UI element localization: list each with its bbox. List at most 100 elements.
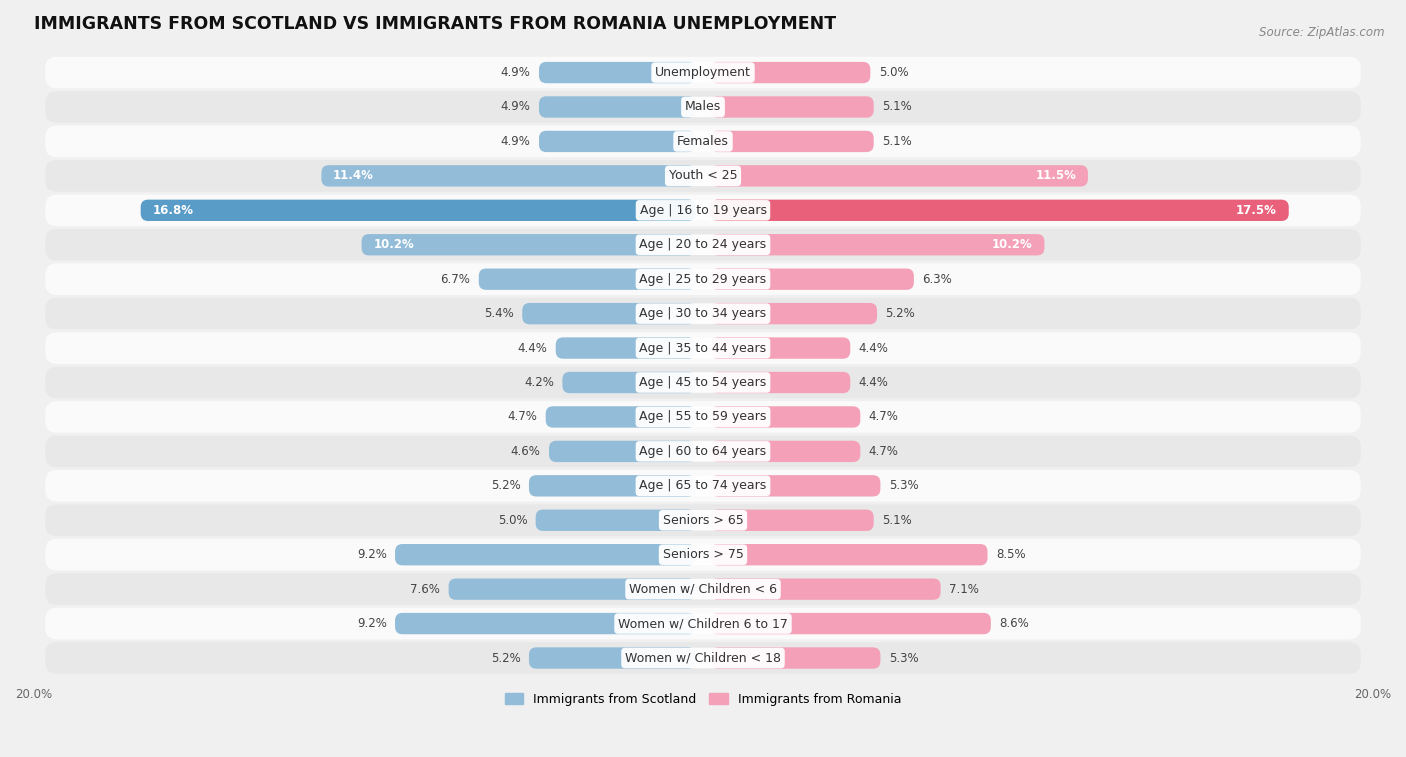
FancyBboxPatch shape (710, 303, 877, 324)
FancyBboxPatch shape (710, 338, 851, 359)
FancyBboxPatch shape (710, 578, 941, 600)
FancyBboxPatch shape (45, 332, 1361, 364)
FancyBboxPatch shape (522, 303, 696, 324)
FancyBboxPatch shape (548, 441, 696, 462)
Text: Women w/ Children < 6: Women w/ Children < 6 (628, 583, 778, 596)
Text: 4.4%: 4.4% (859, 376, 889, 389)
Text: 4.7%: 4.7% (869, 410, 898, 423)
Text: 11.4%: 11.4% (333, 170, 374, 182)
FancyBboxPatch shape (538, 62, 696, 83)
FancyBboxPatch shape (710, 441, 860, 462)
FancyBboxPatch shape (710, 165, 1088, 186)
FancyBboxPatch shape (536, 509, 696, 531)
Text: 7.1%: 7.1% (949, 583, 979, 596)
Text: Source: ZipAtlas.com: Source: ZipAtlas.com (1260, 26, 1385, 39)
Text: 9.2%: 9.2% (357, 617, 387, 630)
Text: Youth < 25: Youth < 25 (669, 170, 737, 182)
FancyBboxPatch shape (555, 338, 696, 359)
Text: 16.8%: 16.8% (152, 204, 194, 217)
Text: Unemployment: Unemployment (655, 66, 751, 79)
FancyBboxPatch shape (45, 57, 1361, 89)
FancyBboxPatch shape (710, 96, 873, 117)
Text: 6.7%: 6.7% (440, 273, 471, 285)
FancyBboxPatch shape (710, 131, 873, 152)
Text: Age | 65 to 74 years: Age | 65 to 74 years (640, 479, 766, 492)
Text: Age | 45 to 54 years: Age | 45 to 54 years (640, 376, 766, 389)
Text: 4.7%: 4.7% (508, 410, 537, 423)
FancyBboxPatch shape (45, 91, 1361, 123)
FancyBboxPatch shape (45, 263, 1361, 295)
Text: Age | 25 to 29 years: Age | 25 to 29 years (640, 273, 766, 285)
Text: 8.6%: 8.6% (1000, 617, 1029, 630)
Text: 9.2%: 9.2% (357, 548, 387, 561)
FancyBboxPatch shape (529, 475, 696, 497)
FancyBboxPatch shape (45, 539, 1361, 571)
FancyBboxPatch shape (395, 613, 696, 634)
FancyBboxPatch shape (538, 131, 696, 152)
Text: Females: Females (678, 135, 728, 148)
FancyBboxPatch shape (710, 372, 851, 393)
Text: Seniors > 65: Seniors > 65 (662, 514, 744, 527)
Text: 4.4%: 4.4% (859, 341, 889, 354)
FancyBboxPatch shape (45, 401, 1361, 433)
FancyBboxPatch shape (710, 475, 880, 497)
Text: Age | 30 to 34 years: Age | 30 to 34 years (640, 307, 766, 320)
Text: 4.9%: 4.9% (501, 135, 530, 148)
FancyBboxPatch shape (322, 165, 696, 186)
FancyBboxPatch shape (45, 470, 1361, 502)
FancyBboxPatch shape (45, 229, 1361, 260)
Text: 5.2%: 5.2% (491, 479, 520, 492)
FancyBboxPatch shape (529, 647, 696, 668)
FancyBboxPatch shape (562, 372, 696, 393)
Text: Seniors > 75: Seniors > 75 (662, 548, 744, 561)
FancyBboxPatch shape (710, 234, 1045, 255)
Text: 11.5%: 11.5% (1035, 170, 1076, 182)
FancyBboxPatch shape (141, 200, 696, 221)
FancyBboxPatch shape (45, 504, 1361, 536)
FancyBboxPatch shape (45, 298, 1361, 329)
FancyBboxPatch shape (538, 96, 696, 117)
Text: 5.1%: 5.1% (882, 101, 912, 114)
FancyBboxPatch shape (45, 160, 1361, 192)
FancyBboxPatch shape (45, 435, 1361, 467)
Text: 5.3%: 5.3% (889, 479, 918, 492)
FancyBboxPatch shape (45, 366, 1361, 398)
Text: 4.7%: 4.7% (869, 445, 898, 458)
FancyBboxPatch shape (45, 642, 1361, 674)
Text: 6.3%: 6.3% (922, 273, 952, 285)
Text: 4.4%: 4.4% (517, 341, 547, 354)
Text: 4.9%: 4.9% (501, 66, 530, 79)
FancyBboxPatch shape (45, 573, 1361, 605)
Text: 7.6%: 7.6% (411, 583, 440, 596)
FancyBboxPatch shape (710, 613, 991, 634)
Text: 10.2%: 10.2% (993, 238, 1032, 251)
Text: Age | 16 to 19 years: Age | 16 to 19 years (640, 204, 766, 217)
Text: 5.2%: 5.2% (886, 307, 915, 320)
Legend: Immigrants from Scotland, Immigrants from Romania: Immigrants from Scotland, Immigrants fro… (499, 687, 907, 711)
Text: Age | 60 to 64 years: Age | 60 to 64 years (640, 445, 766, 458)
FancyBboxPatch shape (361, 234, 696, 255)
FancyBboxPatch shape (45, 126, 1361, 157)
Text: 4.6%: 4.6% (510, 445, 541, 458)
Text: 8.5%: 8.5% (995, 548, 1025, 561)
FancyBboxPatch shape (710, 544, 987, 565)
FancyBboxPatch shape (710, 509, 873, 531)
Text: Women w/ Children < 18: Women w/ Children < 18 (626, 652, 780, 665)
Text: Age | 20 to 24 years: Age | 20 to 24 years (640, 238, 766, 251)
Text: 5.1%: 5.1% (882, 135, 912, 148)
Text: 17.5%: 17.5% (1236, 204, 1277, 217)
FancyBboxPatch shape (449, 578, 696, 600)
FancyBboxPatch shape (478, 269, 696, 290)
FancyBboxPatch shape (710, 62, 870, 83)
Text: 5.2%: 5.2% (491, 652, 520, 665)
FancyBboxPatch shape (710, 647, 880, 668)
Text: 4.9%: 4.9% (501, 101, 530, 114)
Text: 4.2%: 4.2% (524, 376, 554, 389)
FancyBboxPatch shape (546, 407, 696, 428)
Text: Age | 55 to 59 years: Age | 55 to 59 years (640, 410, 766, 423)
Text: 5.0%: 5.0% (498, 514, 527, 527)
Text: 5.1%: 5.1% (882, 514, 912, 527)
FancyBboxPatch shape (45, 608, 1361, 640)
Text: 10.2%: 10.2% (374, 238, 413, 251)
FancyBboxPatch shape (710, 269, 914, 290)
